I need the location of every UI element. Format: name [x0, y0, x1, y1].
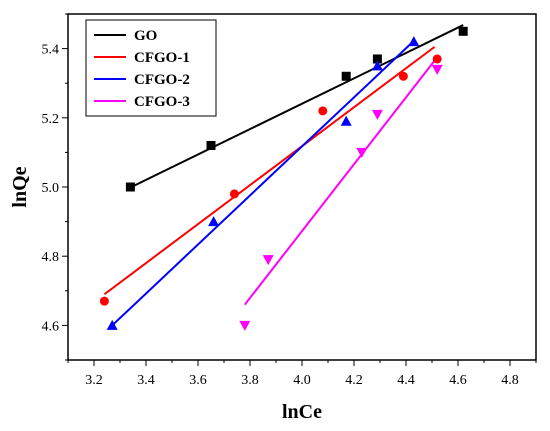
cfgo-1-point	[432, 54, 442, 64]
cfgo-2-point	[106, 319, 118, 330]
y-axis-title: lnQe	[9, 166, 31, 207]
cfgo-1-point	[318, 106, 328, 116]
cfgo-1-point	[398, 71, 408, 81]
go-point	[458, 26, 468, 36]
go-point	[341, 71, 351, 81]
x-tick-label: 3.8	[241, 373, 259, 388]
go-point	[372, 54, 382, 64]
y-tick-label: 4.8	[42, 250, 60, 265]
legend-label-go: GO	[134, 28, 157, 44]
cfgo-3-point	[239, 320, 251, 331]
go-point	[206, 140, 216, 150]
cfgo-2-fit-line	[111, 42, 412, 327]
cfgo-3-point	[356, 147, 368, 158]
y-tick-label: 4.6	[42, 319, 60, 334]
cfgo-2-point	[340, 115, 352, 126]
cfgo-2-point	[208, 216, 220, 227]
tick-labels: 3.2 3.4 3.6 3.8 4.0 4.2 4.4 4.6 4.8 4.6 4.8 5.0 5.2 5…	[42, 43, 519, 388]
x-tick-label: 4.8	[501, 373, 519, 388]
cfgo-1-point	[229, 189, 239, 199]
legend-label-cfgo-1: CFGO-1	[134, 50, 190, 66]
data-points	[99, 26, 468, 331]
y-tick-label: 5.4	[42, 43, 60, 58]
cfgo-3-point	[262, 255, 274, 266]
x-tick-label: 4.4	[397, 373, 415, 388]
go-point	[125, 182, 135, 192]
x-tick-label: 4.2	[345, 373, 363, 388]
legend-label-cfgo-2: CFGO-2	[134, 72, 190, 88]
cfgo-1-point	[99, 296, 109, 306]
tick-marks	[62, 13, 537, 366]
y-tick-label: 5.2	[42, 112, 60, 127]
x-tick-label: 4.6	[449, 373, 467, 388]
y-tick-label: 5.0	[42, 181, 60, 196]
go-fit-line	[127, 24, 464, 190]
cfgo-3-point	[431, 64, 443, 75]
legend: GO CFGO-1 CFGO-2 CFGO-3	[85, 19, 217, 117]
x-tick-label: 3.6	[189, 373, 207, 388]
cfgo-3-point	[371, 109, 383, 120]
x-tick-label: 3.4	[137, 373, 155, 388]
x-tick-label: 3.2	[85, 373, 103, 388]
fit-lines	[103, 24, 464, 327]
cfgo-2-point	[408, 36, 420, 47]
legend-label-cfgo-3: CFGO-3	[134, 94, 190, 110]
cfgo-1-fit-line	[103, 46, 436, 296]
cfgo-3-fit-line	[244, 56, 438, 306]
x-tick-label: 4.0	[293, 373, 311, 388]
x-axis-title: lnCe	[282, 401, 322, 423]
cfgo-2-point	[371, 60, 383, 71]
